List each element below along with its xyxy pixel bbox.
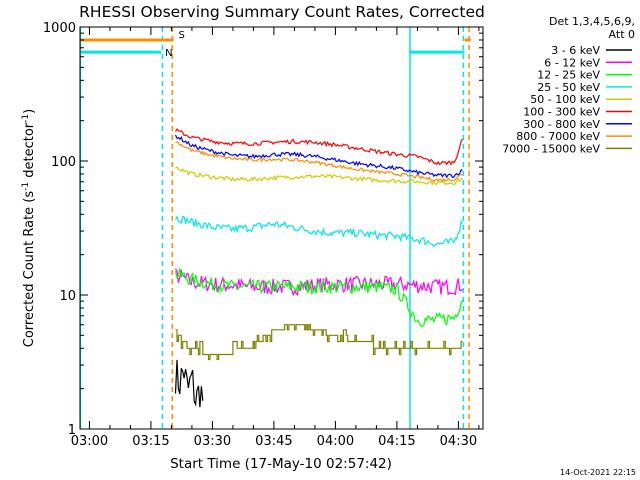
series-line [174,359,204,408]
y-axis-label-end: ) [22,109,37,114]
series-line [174,128,464,166]
x-tick-label: 03:45 [255,434,292,449]
x-tick-label: 04:00 [317,434,354,449]
legend-label: 6 - 12 keV [544,56,600,69]
legend-label: 100 - 300 keV [523,106,600,119]
y-axis-label-sup1: -1 [21,182,31,191]
x-tick-label: 03:15 [132,434,169,449]
series-line [175,324,463,361]
legend-label: 3 - 6 keV [551,44,600,57]
flag-label: S [178,30,184,41]
x-tick-label: 03:00 [71,434,108,449]
y-tick-label: 1000 [43,21,76,36]
flags: SN [79,27,471,429]
y-axis: 1 10 100 1000 [43,21,483,438]
legend-title-1: Det 1,3,4,5,6,9, [549,15,635,28]
y-axis-label-main: Corrected Count Rate (s [22,191,37,348]
series-layer [174,128,464,408]
series-line [175,141,463,183]
legend-title-2: Att 0 [609,28,635,41]
legend-label: 12 - 25 keV [537,69,600,82]
series-line [174,214,464,248]
series-line [175,166,463,186]
y-tick-label: 10 [59,289,76,304]
x-tick-label: 04:30 [440,434,477,449]
legend-label: 300 - 800 keV [523,118,600,131]
x-axis: 03:00 03:15 03:30 03:45 04:00 04:15 04:30 [71,27,480,449]
plot-frame [79,26,484,430]
timestamp: 14-Oct-2021 22:15 [560,468,636,477]
x-tick-label: 04:15 [378,434,415,449]
x-axis-label: Start Time (17-May-10 02:57:42) [170,456,392,472]
y-tick-label: 1 [68,423,76,438]
y-axis-label-mid: detector [22,122,37,182]
chart-title: RHESSI Observing Summary Count Rates, Co… [79,3,485,21]
legend-label: 50 - 100 keV [530,93,600,106]
flag-label: N [165,48,172,59]
legend-label: 800 - 7000 keV [516,130,600,143]
legend-label: 7000 - 15000 keV [502,142,600,155]
series-line [174,134,463,179]
series-line [174,268,464,327]
y-tick-label: 100 [51,155,76,170]
legend-label: 25 - 50 keV [537,81,600,94]
x-tick-label: 03:30 [194,434,231,449]
y-axis-label-sup2: -1 [21,114,31,123]
y-axis-label: Corrected Count Rate (s-1 detector-1) [21,109,37,347]
